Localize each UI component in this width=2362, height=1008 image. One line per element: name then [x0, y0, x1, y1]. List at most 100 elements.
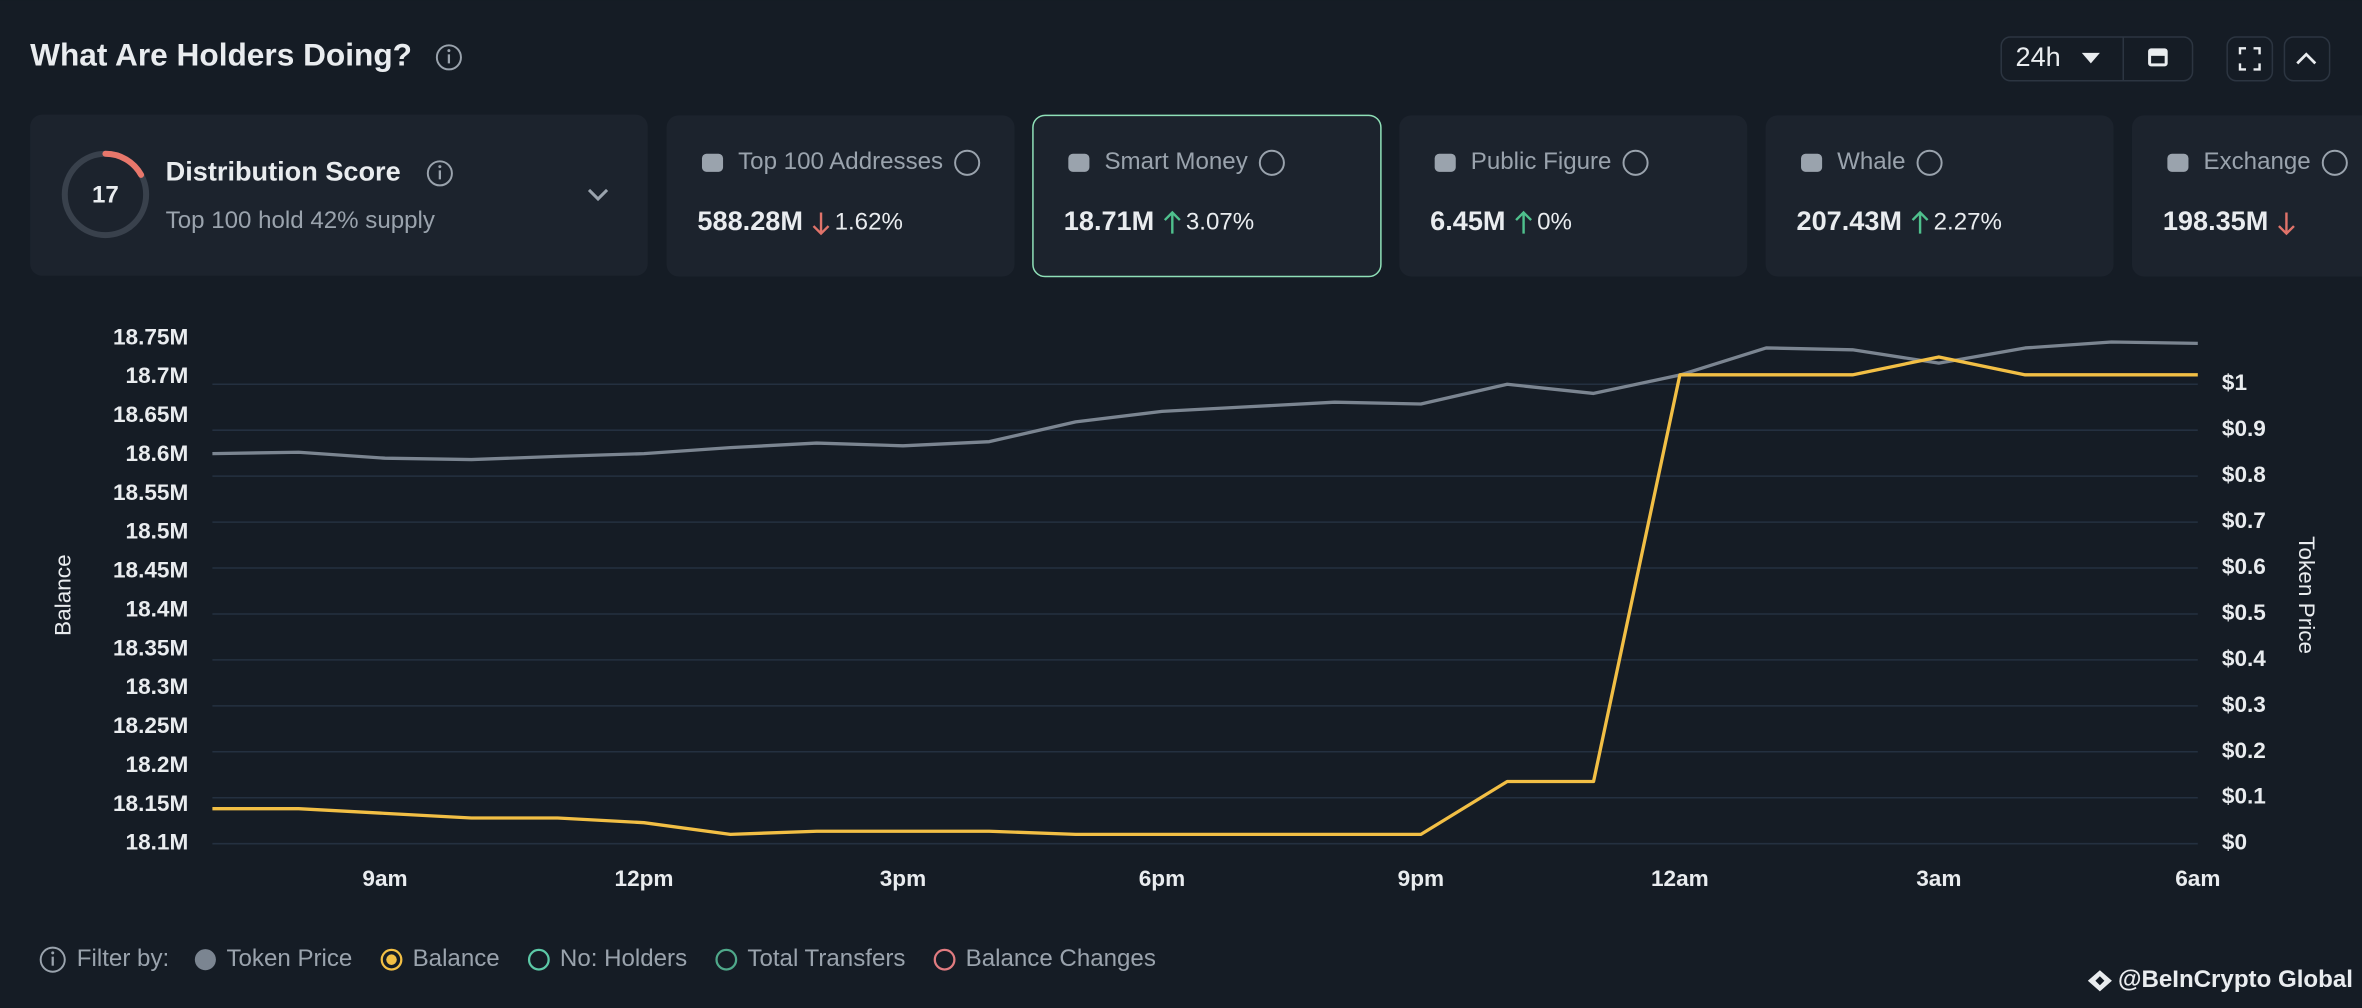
- card-icon: [1434, 153, 1456, 172]
- y-tick-label: 18.45M: [113, 558, 188, 583]
- info-icon[interactable]: [39, 946, 66, 973]
- filter-name: Balance Changes: [966, 945, 1156, 972]
- x-tick-label: 12am: [1651, 866, 1709, 891]
- card-icon: [2167, 153, 2189, 172]
- y2-tick-label: $0.8: [2222, 462, 2266, 487]
- card-label: Whale: [1837, 148, 1905, 175]
- timeframe: 24h: [2016, 41, 2061, 72]
- distribution-subtitle: Top 100 hold 42% supply: [166, 207, 435, 234]
- info-circle: [954, 149, 981, 176]
- stat-card[interactable]: Whale 207.43M 2.27%: [1765, 115, 2114, 277]
- series-line: [212, 355, 2198, 837]
- change-arrow: [812, 212, 830, 236]
- x-tick-label: 12pm: [615, 866, 674, 891]
- info-circle: [2321, 149, 2348, 176]
- distribution-card[interactable]: 17 Distribution Score Top 100 hold 42% s…: [30, 114, 648, 276]
- card-label: Public Figure: [1471, 148, 1612, 175]
- card-value: 207.43M: [1797, 205, 1902, 236]
- y-tick-label: 18.4M: [126, 596, 189, 621]
- card-value: 18.71M: [1064, 205, 1154, 236]
- y2-tick-label: $0.2: [2222, 738, 2266, 763]
- info-icon[interactable]: [1622, 149, 1649, 176]
- filter-bar: Filter by: Token Price Balance No: Holders…: [39, 945, 1156, 973]
- timeframe-dropdown[interactable]: 24h: [2000, 36, 2194, 82]
- info-icon[interactable]: [954, 149, 981, 176]
- filter-dot: [715, 948, 738, 971]
- info-circle: [1622, 149, 1649, 176]
- change-arrow: [1515, 210, 1532, 234]
- collapse-button[interactable]: [2283, 36, 2331, 82]
- distribution-score: 17: [92, 181, 119, 208]
- y2-tick-label: $0.6: [2222, 554, 2266, 579]
- filter-item[interactable]: Balance: [380, 945, 500, 972]
- y2-tick-label: $0.1: [2222, 784, 2266, 809]
- change-arrow: [1911, 210, 1929, 234]
- filter-item[interactable]: Total Transfers: [715, 945, 906, 972]
- y2-tick-label: $0.4: [2222, 646, 2266, 671]
- change-arrow: [1163, 210, 1181, 234]
- card-change: 1.62%: [835, 208, 903, 235]
- card-icon: [701, 153, 724, 172]
- y-tick-label: 18.2M: [126, 752, 189, 777]
- filter-dot: [933, 948, 956, 971]
- card-value: 6.45M: [1430, 205, 1505, 236]
- x-tick-label: 9am: [362, 866, 407, 891]
- y2-tick-label: $0: [2222, 830, 2247, 855]
- card-icon: [1068, 153, 1090, 172]
- watermark: @BeInCrypto Global: [2118, 966, 2353, 993]
- x-tick-label: 3am: [1916, 866, 1961, 891]
- filter-item[interactable]: Balance Changes: [933, 945, 1156, 972]
- y-tick-label: 18.65M: [113, 402, 188, 427]
- stat-card[interactable]: Top 100 Addresses 588.28M 1.62%: [666, 115, 1015, 277]
- stat-card[interactable]: Public Figure 6.45M 0%: [1399, 115, 1748, 277]
- card-label: Top 100 Addresses: [738, 148, 943, 175]
- card-change: 3.07%: [1186, 208, 1254, 235]
- info-icon[interactable]: [426, 160, 453, 187]
- filter-name: Total Transfers: [747, 945, 905, 972]
- y2-tick-label: $0.5: [2222, 600, 2266, 625]
- filter-name: Balance: [413, 945, 500, 972]
- x-tick-label: 3pm: [880, 866, 926, 891]
- panel-title: What Are Holders Doing?: [30, 37, 412, 73]
- y-axis-label: Balance: [51, 554, 76, 636]
- y-tick-label: 18.5M: [126, 519, 189, 544]
- card-value: 198.35M: [2163, 205, 2269, 236]
- score-arc: [102, 150, 145, 178]
- card-bg: [1765, 115, 2114, 277]
- y-tick-label: 18.3M: [126, 674, 189, 699]
- y2-tick-label: $0.7: [2222, 508, 2266, 533]
- fullscreen-button[interactable]: [2226, 36, 2274, 82]
- card-value: 588.28M: [697, 205, 803, 236]
- card-label: Exchange: [2204, 148, 2311, 175]
- y2-tick-label: $0.9: [2222, 416, 2266, 441]
- filter-dot: [380, 948, 403, 971]
- stat-card[interactable]: Smart Money 18.71M 3.07%: [1032, 114, 1382, 278]
- filter-label: Filter by:: [77, 945, 169, 972]
- x-tick-label: 6am: [2175, 866, 2220, 891]
- filter-dot: [527, 948, 550, 971]
- y-tick-label: 18.6M: [126, 441, 189, 466]
- info-icon[interactable]: [435, 44, 462, 71]
- filter-dot-inner: [386, 954, 397, 965]
- distribution-label: Distribution Score: [166, 156, 401, 187]
- card-icon: [1801, 153, 1823, 172]
- info-circle: [1916, 149, 1943, 176]
- filter-name: No: Holders: [560, 945, 687, 972]
- info-icon[interactable]: [1258, 149, 1285, 176]
- filter-item[interactable]: Token Price: [194, 945, 353, 972]
- stat-card[interactable]: Exchange 198.35M: [2131, 115, 2362, 277]
- card-bg: [2131, 115, 2362, 277]
- chart: Balance Token Price $0 $0.1 $0.2 $0.3 $0.4 $0…: [51, 324, 2319, 891]
- y-tick-label: 18.7M: [126, 363, 189, 388]
- card-change: 2.27%: [1934, 208, 2002, 235]
- info-circle: [1258, 149, 1285, 176]
- card-label: Smart Money: [1104, 148, 1247, 175]
- y-tick-label: 18.35M: [113, 635, 188, 660]
- y2-axis-label: Token Price: [2294, 536, 2319, 654]
- info-icon[interactable]: [1916, 149, 1943, 176]
- change-arrow: [2278, 212, 2295, 236]
- card-bg: [1032, 114, 1382, 278]
- info-icon[interactable]: [2321, 149, 2348, 176]
- filter-item[interactable]: No: Holders: [527, 945, 687, 972]
